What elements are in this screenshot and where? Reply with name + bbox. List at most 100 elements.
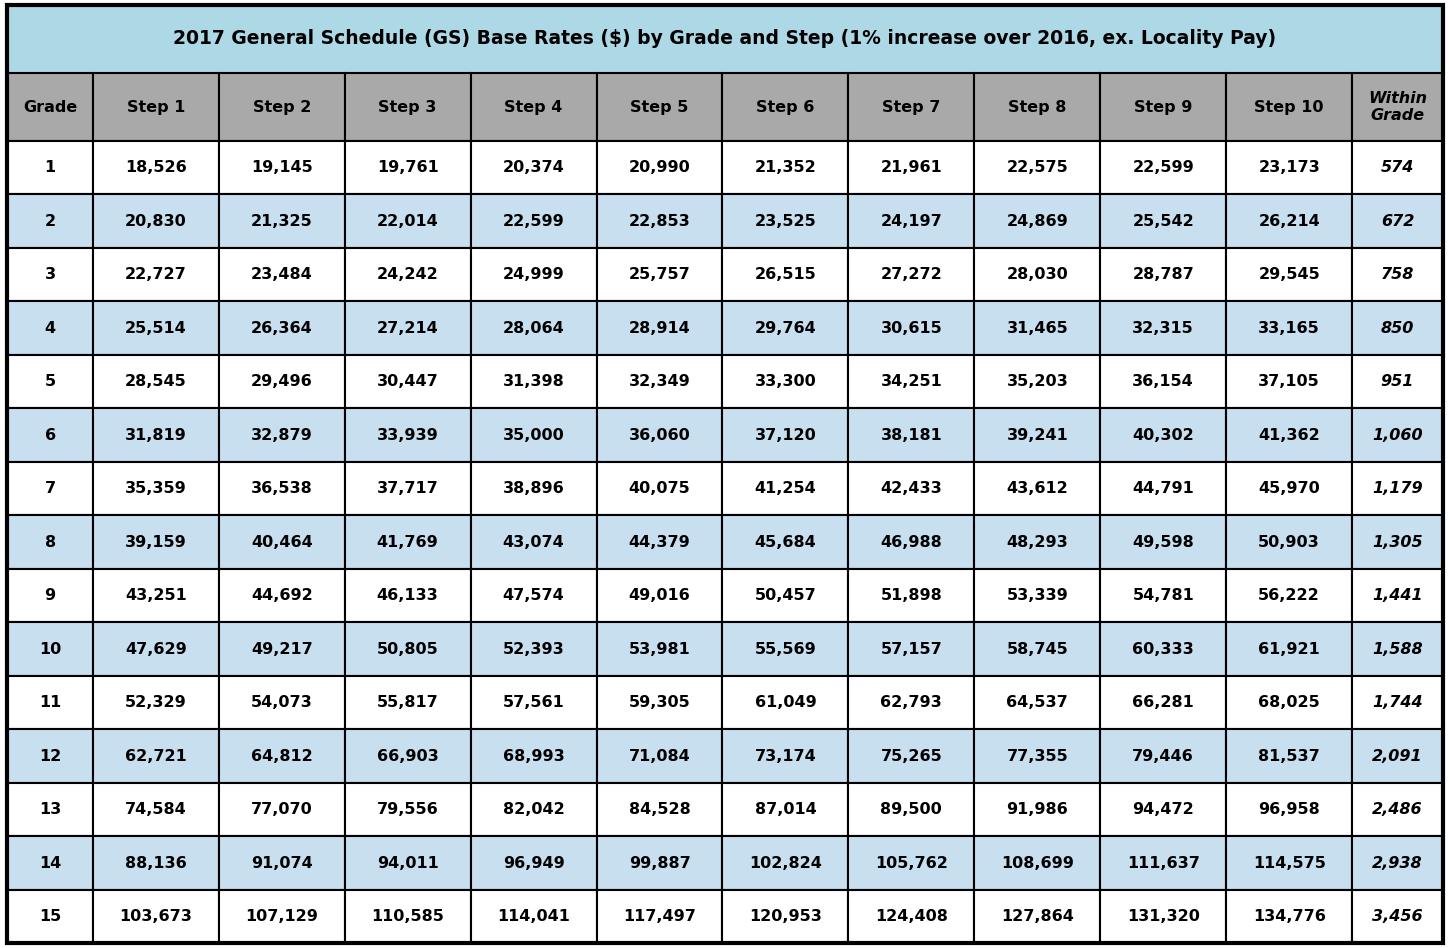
Bar bbox=[1227, 73, 1351, 141]
Text: 3: 3 bbox=[45, 267, 55, 283]
Bar bbox=[596, 409, 722, 462]
Bar bbox=[722, 247, 848, 301]
Bar bbox=[1101, 569, 1227, 622]
Text: 62,793: 62,793 bbox=[880, 695, 942, 710]
Text: 31,465: 31,465 bbox=[1006, 320, 1069, 336]
Text: 57,157: 57,157 bbox=[880, 642, 942, 657]
Bar bbox=[848, 141, 974, 194]
Bar bbox=[7, 569, 93, 622]
Bar bbox=[1227, 409, 1351, 462]
Text: 4: 4 bbox=[45, 320, 55, 336]
Text: 23,525: 23,525 bbox=[754, 213, 816, 228]
Text: 13: 13 bbox=[39, 802, 61, 817]
Bar bbox=[219, 194, 345, 247]
Text: 52,329: 52,329 bbox=[125, 695, 187, 710]
Bar bbox=[93, 516, 219, 569]
Text: 46,988: 46,988 bbox=[880, 535, 942, 550]
Bar bbox=[1101, 355, 1227, 409]
Bar bbox=[93, 729, 219, 783]
Bar bbox=[471, 622, 596, 676]
Text: 11: 11 bbox=[39, 695, 61, 710]
Text: 20,990: 20,990 bbox=[629, 160, 690, 175]
Bar bbox=[848, 569, 974, 622]
Bar bbox=[722, 516, 848, 569]
Bar bbox=[219, 516, 345, 569]
Bar bbox=[848, 247, 974, 301]
Text: 68,025: 68,025 bbox=[1259, 695, 1320, 710]
Text: 49,598: 49,598 bbox=[1132, 535, 1195, 550]
Text: 22,014: 22,014 bbox=[377, 213, 438, 228]
Bar bbox=[471, 247, 596, 301]
Text: 40,075: 40,075 bbox=[629, 481, 690, 496]
Bar bbox=[93, 462, 219, 516]
Bar bbox=[974, 836, 1101, 890]
Text: 35,359: 35,359 bbox=[125, 481, 187, 496]
Bar bbox=[471, 409, 596, 462]
Bar bbox=[848, 194, 974, 247]
Text: 45,970: 45,970 bbox=[1259, 481, 1320, 496]
Bar bbox=[1101, 890, 1227, 943]
Bar bbox=[1351, 73, 1443, 141]
Bar bbox=[722, 409, 848, 462]
Bar bbox=[596, 516, 722, 569]
Bar bbox=[596, 783, 722, 836]
Bar bbox=[471, 729, 596, 783]
Bar bbox=[596, 355, 722, 409]
Bar bbox=[722, 836, 848, 890]
Text: 21,352: 21,352 bbox=[754, 160, 816, 175]
Bar bbox=[471, 569, 596, 622]
Bar bbox=[1101, 836, 1227, 890]
Bar bbox=[7, 73, 93, 141]
Bar bbox=[722, 73, 848, 141]
Bar bbox=[345, 622, 471, 676]
Text: 54,073: 54,073 bbox=[251, 695, 313, 710]
Bar bbox=[93, 73, 219, 141]
Bar bbox=[7, 462, 93, 516]
Text: 50,805: 50,805 bbox=[377, 642, 438, 657]
Bar bbox=[345, 729, 471, 783]
Text: 14: 14 bbox=[39, 855, 61, 870]
Bar bbox=[345, 301, 471, 355]
Bar bbox=[471, 301, 596, 355]
Bar bbox=[722, 301, 848, 355]
Text: 25,514: 25,514 bbox=[125, 320, 187, 336]
Text: 1,179: 1,179 bbox=[1372, 481, 1422, 496]
Bar bbox=[1227, 355, 1351, 409]
Text: 39,241: 39,241 bbox=[1006, 428, 1069, 443]
Text: 131,320: 131,320 bbox=[1127, 909, 1199, 924]
Bar bbox=[596, 247, 722, 301]
Bar bbox=[7, 247, 93, 301]
Bar bbox=[1101, 462, 1227, 516]
Bar bbox=[596, 676, 722, 729]
Text: 45,684: 45,684 bbox=[754, 535, 816, 550]
Bar bbox=[596, 73, 722, 141]
Text: 60,333: 60,333 bbox=[1132, 642, 1195, 657]
Text: 134,776: 134,776 bbox=[1253, 909, 1325, 924]
Text: 29,545: 29,545 bbox=[1259, 267, 1320, 283]
Text: 32,315: 32,315 bbox=[1132, 320, 1195, 336]
Text: 41,254: 41,254 bbox=[754, 481, 816, 496]
Text: 36,154: 36,154 bbox=[1132, 374, 1195, 389]
Bar bbox=[596, 836, 722, 890]
Text: 44,692: 44,692 bbox=[251, 588, 313, 603]
Bar bbox=[471, 836, 596, 890]
Bar bbox=[1101, 141, 1227, 194]
Bar bbox=[1351, 462, 1443, 516]
Text: 111,637: 111,637 bbox=[1127, 855, 1199, 870]
Text: 53,981: 53,981 bbox=[629, 642, 690, 657]
Bar bbox=[219, 569, 345, 622]
Text: 46,133: 46,133 bbox=[377, 588, 438, 603]
Bar bbox=[848, 729, 974, 783]
Bar bbox=[722, 194, 848, 247]
Bar bbox=[848, 301, 974, 355]
Text: 38,896: 38,896 bbox=[503, 481, 564, 496]
Text: 26,515: 26,515 bbox=[754, 267, 816, 283]
Bar bbox=[1227, 729, 1351, 783]
Text: Step 1: Step 1 bbox=[126, 100, 186, 115]
Bar bbox=[974, 729, 1101, 783]
Text: 44,379: 44,379 bbox=[629, 535, 690, 550]
Bar bbox=[93, 890, 219, 943]
Text: 88,136: 88,136 bbox=[125, 855, 187, 870]
Text: 64,812: 64,812 bbox=[251, 749, 313, 763]
Text: 110,585: 110,585 bbox=[371, 909, 444, 924]
